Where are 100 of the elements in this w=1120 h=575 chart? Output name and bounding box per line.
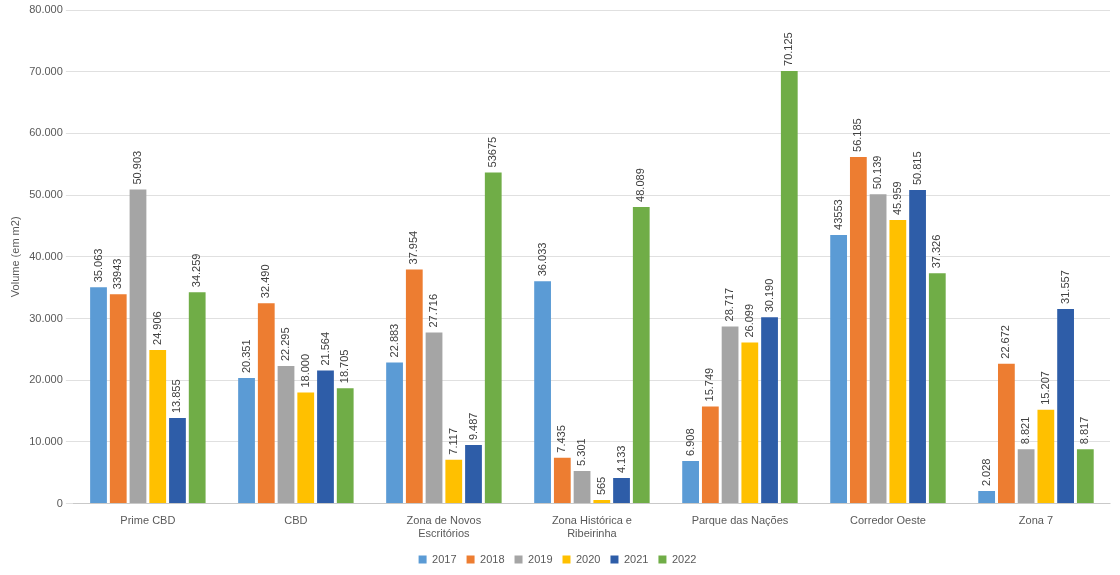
- bar: [425, 332, 443, 504]
- y-tick-label: 80.000: [29, 3, 63, 16]
- legend-label: 2021: [623, 552, 649, 565]
- data-label: 50.903: [131, 150, 144, 185]
- data-label: 8.817: [1078, 416, 1091, 445]
- bar: [869, 194, 887, 504]
- bar: [909, 190, 926, 504]
- data-label: 26.099: [742, 303, 755, 338]
- bar: [129, 189, 147, 504]
- data-label: 50.139: [871, 155, 884, 190]
- x-tick-label: Parque das Nações: [691, 514, 789, 527]
- bar: [169, 418, 186, 504]
- bar: [386, 362, 403, 504]
- data-label: 21.564: [318, 331, 331, 366]
- data-label: 50.815: [910, 151, 923, 186]
- bar: [741, 342, 759, 504]
- data-label: 15.749: [703, 367, 716, 402]
- data-label: 35.063: [91, 248, 104, 283]
- data-label: 5.301: [575, 438, 588, 466]
- data-label: 24.906: [150, 311, 163, 345]
- data-label: 32.490: [259, 264, 272, 299]
- legend-label: 2019: [528, 552, 553, 565]
- data-label: 53675: [486, 136, 499, 168]
- data-label: 70.125: [782, 32, 795, 66]
- data-label: 8.821: [1019, 416, 1032, 445]
- data-label: 48.089: [634, 168, 647, 202]
- data-label: 22.295: [279, 327, 292, 362]
- x-tick-label: Zona 7: [1018, 514, 1054, 527]
- data-label: 18.705: [338, 349, 351, 384]
- bar: [978, 491, 996, 504]
- bar: [613, 478, 630, 504]
- data-label: 22.672: [999, 325, 1012, 359]
- bar: [701, 406, 719, 504]
- bar: [277, 366, 295, 504]
- legend-label: 2022: [671, 552, 697, 565]
- data-label: 36.033: [535, 242, 548, 277]
- x-tick-label: CBD: [284, 514, 308, 527]
- bar: [257, 303, 275, 504]
- bar: [593, 500, 611, 504]
- x-tick-label: Corredor Oeste: [850, 514, 926, 527]
- data-label: 33943: [111, 258, 124, 290]
- bar: [317, 370, 334, 504]
- bar: [484, 172, 502, 504]
- data-label: 56.185: [851, 118, 864, 152]
- bar: [534, 281, 551, 504]
- data-label: 4.133: [614, 445, 627, 474]
- y-axis-title: Volume (em m2): [8, 216, 21, 298]
- bar: [336, 388, 354, 504]
- y-tick-label: 0: [56, 496, 63, 509]
- bar: [780, 70, 798, 504]
- bar: [849, 156, 867, 504]
- bar: [1037, 409, 1055, 504]
- data-label: 15.207: [1038, 371, 1051, 405]
- bar: [721, 326, 739, 504]
- data-label: 34.259: [190, 253, 203, 288]
- x-tick-label: Prime CBD: [120, 514, 176, 527]
- data-label: 37.954: [407, 230, 420, 265]
- data-label: 18.000: [298, 353, 311, 388]
- data-label: 13.855: [170, 379, 183, 414]
- legend-label: 2017: [432, 552, 457, 565]
- x-tick-label: Zona de Novos Escritórios: [406, 514, 482, 540]
- bar: [188, 292, 206, 504]
- data-label: 31.557: [1058, 270, 1071, 304]
- bar: [90, 287, 107, 504]
- data-label: 7.435: [555, 425, 568, 453]
- data-label: 2.028: [979, 458, 992, 487]
- data-label: 45.959: [890, 181, 903, 216]
- data-label: 43553: [831, 199, 844, 230]
- y-tick-label: 10.000: [29, 434, 63, 447]
- data-label: 565: [594, 476, 607, 496]
- bar: [149, 349, 167, 504]
- data-label: 6.908: [683, 428, 696, 456]
- bar: [1017, 449, 1035, 504]
- y-tick-label: 40.000: [29, 249, 63, 262]
- bar: [573, 470, 591, 504]
- y-tick-label: 70.000: [29, 64, 63, 77]
- legend-label: 2018: [480, 552, 505, 565]
- bar: [761, 317, 778, 504]
- legend-label: 2020: [576, 552, 601, 565]
- data-label: 7.117: [446, 427, 459, 455]
- data-label: 27.716: [427, 293, 440, 328]
- x-tick-label: Zona Histórica e Ribeirinha: [551, 514, 632, 540]
- bar: [297, 392, 315, 504]
- bar: [109, 294, 127, 504]
- bar: [553, 457, 571, 504]
- bar: [405, 269, 423, 504]
- bar: [632, 206, 650, 504]
- data-label: 30.190: [762, 278, 775, 313]
- bar: [465, 445, 482, 504]
- bar: [889, 220, 907, 504]
- data-label: 28.717: [723, 287, 736, 322]
- y-tick-label: 30.000: [29, 311, 63, 324]
- bar: [830, 234, 848, 504]
- bar: [1076, 449, 1094, 504]
- data-label: 20.351: [239, 339, 252, 374]
- bar: [682, 460, 699, 504]
- bar: [928, 273, 946, 504]
- data-label: 37.326: [930, 234, 943, 269]
- data-label: 9.487: [466, 412, 479, 441]
- y-tick-label: 50.000: [29, 188, 63, 201]
